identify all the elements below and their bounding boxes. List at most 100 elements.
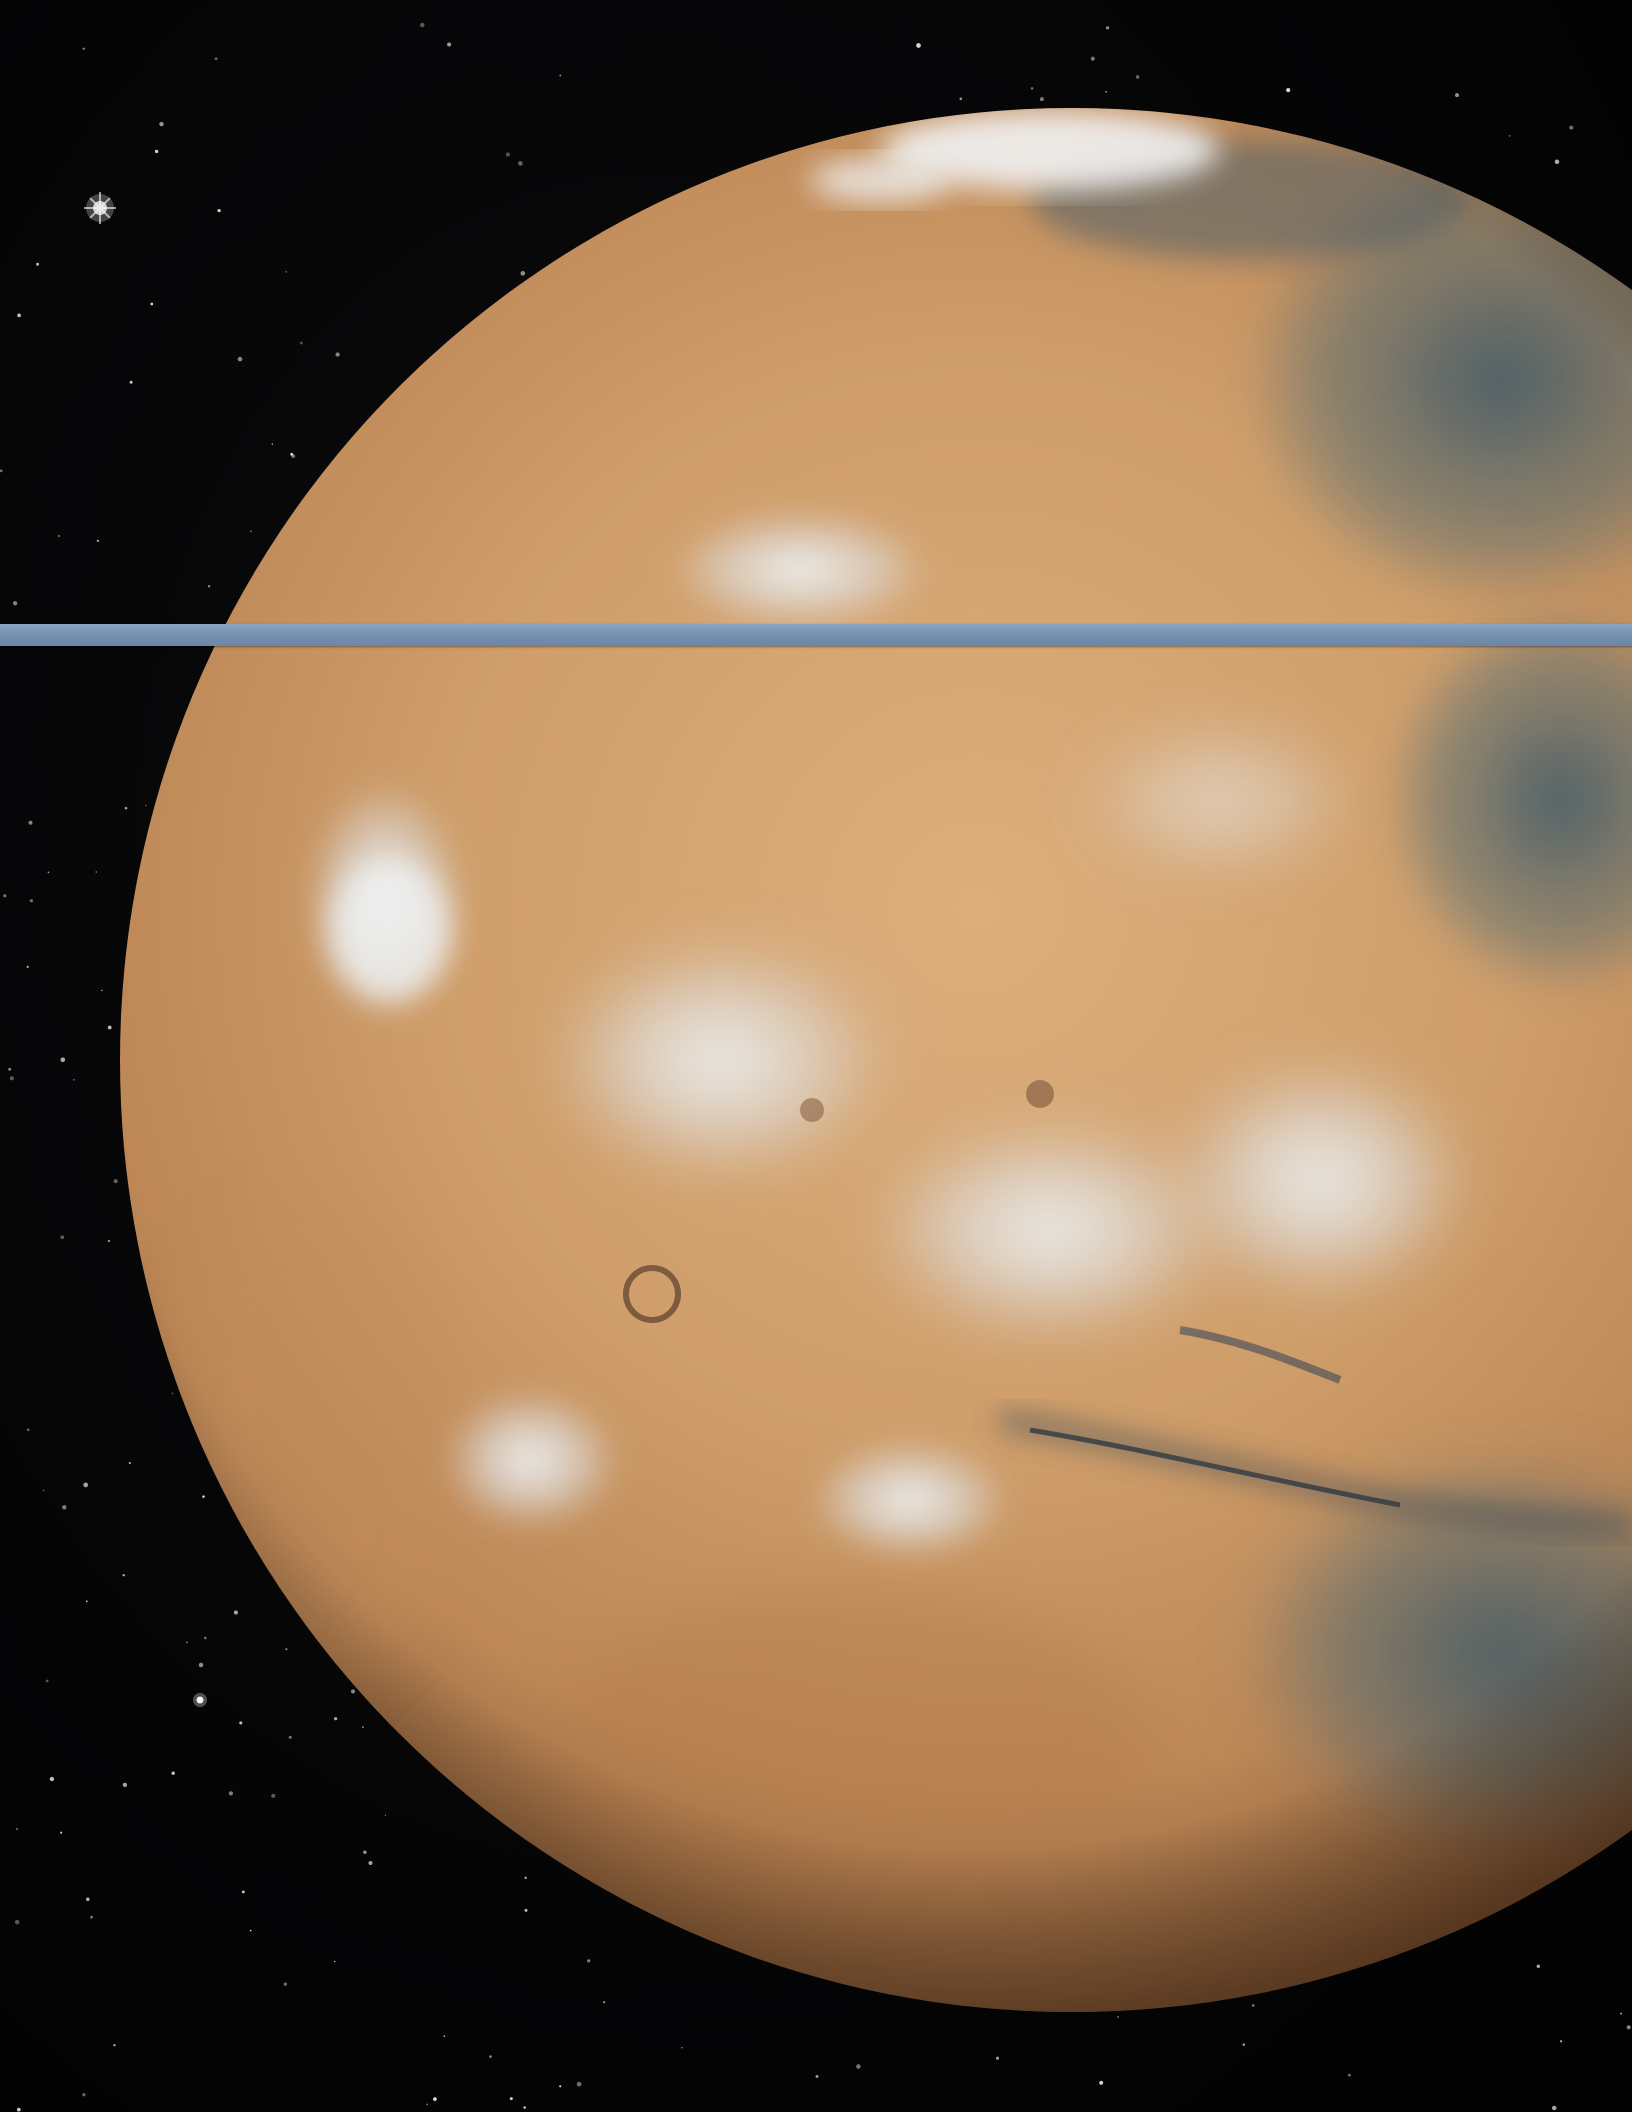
star (1242, 2043, 1245, 2046)
star (1626, 2025, 1631, 2030)
star (288, 1735, 292, 1739)
star (29, 899, 34, 903)
star (150, 302, 154, 306)
star (95, 871, 97, 873)
star (959, 97, 963, 101)
star (559, 2085, 562, 2088)
star (335, 352, 340, 357)
star (1251, 2004, 1255, 2007)
star (524, 1876, 527, 1880)
star (217, 208, 221, 213)
star (518, 161, 523, 166)
star (334, 1960, 336, 1963)
star (73, 1079, 75, 1081)
star (447, 42, 452, 47)
star (291, 454, 296, 459)
star (420, 22, 425, 28)
star (42, 1489, 45, 1492)
star (1559, 2040, 1563, 2043)
star (285, 1648, 288, 1651)
star (271, 1793, 276, 1798)
star (362, 1726, 364, 1728)
star (1569, 125, 1574, 130)
star (285, 271, 288, 273)
star (82, 2093, 86, 2097)
star (128, 1462, 131, 1464)
star (90, 1915, 93, 1919)
star (122, 1782, 128, 1788)
star (350, 1689, 356, 1694)
star (16, 2107, 21, 2112)
star (1090, 56, 1095, 61)
star (489, 2055, 492, 2058)
star (96, 539, 100, 543)
star (559, 74, 562, 77)
star (1554, 159, 1560, 165)
star (1286, 88, 1291, 93)
star (916, 43, 921, 48)
star (1135, 75, 1140, 79)
star (299, 341, 303, 345)
star (145, 804, 147, 807)
star (0, 469, 3, 473)
star (12, 601, 18, 606)
star (113, 2044, 116, 2047)
star (333, 1717, 338, 1721)
star (1455, 93, 1459, 98)
star (995, 2056, 1000, 2060)
star (228, 1791, 234, 1796)
star (815, 2075, 819, 2078)
star (1620, 2012, 1623, 2015)
star (587, 1959, 591, 1963)
star (9, 1076, 14, 1081)
star (86, 1897, 90, 1901)
star (523, 2106, 526, 2109)
star (203, 1636, 207, 1640)
star (202, 1495, 205, 1498)
star (1030, 87, 1034, 90)
star (384, 1814, 387, 1816)
star (443, 2035, 446, 2037)
star (45, 1679, 49, 1683)
star (60, 1057, 66, 1063)
star (14, 1919, 20, 1925)
star (505, 152, 510, 157)
star (107, 1025, 112, 1030)
star (28, 820, 33, 825)
star (363, 1850, 367, 1854)
star (576, 2081, 582, 2087)
star (233, 1610, 238, 1615)
star (1348, 2073, 1351, 2077)
star (283, 1982, 287, 1986)
star (426, 2103, 428, 2106)
star (1536, 1964, 1540, 1968)
star (26, 965, 29, 969)
star (36, 262, 40, 266)
star (101, 989, 103, 992)
star (207, 585, 211, 588)
star (154, 149, 159, 154)
small-bright-star (193, 1693, 207, 1707)
star (237, 356, 243, 362)
star (1106, 26, 1110, 30)
bright-star (84, 192, 116, 224)
star (26, 1428, 30, 1431)
star (82, 47, 86, 51)
star (249, 1929, 252, 1932)
star (57, 535, 60, 537)
star (271, 443, 274, 445)
star (186, 1641, 188, 1644)
star (241, 1890, 245, 1894)
divider-bar (0, 624, 1632, 646)
star (681, 2047, 683, 2049)
star (603, 2001, 606, 2004)
star (250, 530, 252, 533)
star (8, 1067, 12, 1071)
star (1105, 91, 1107, 93)
star (433, 2097, 437, 2101)
star (524, 1908, 528, 1912)
star (509, 2097, 513, 2101)
